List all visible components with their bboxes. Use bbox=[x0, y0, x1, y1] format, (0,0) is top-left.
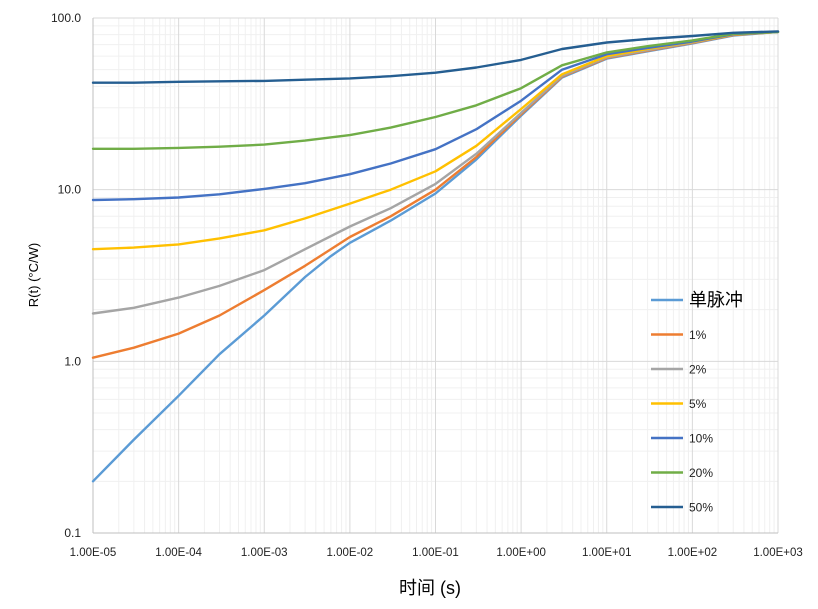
series-line-4 bbox=[91, 30, 780, 202]
x-tick-label: 1.00E-04 bbox=[155, 547, 202, 559]
x-tick-label: 1.00E+03 bbox=[753, 547, 803, 559]
legend-label-6: 50% bbox=[689, 501, 713, 515]
y-tick-label: 100.0 bbox=[51, 11, 81, 25]
x-tick-label: 1.00E-03 bbox=[241, 547, 288, 559]
y-tick-label: 10.0 bbox=[58, 183, 82, 197]
legend-label-1: 1% bbox=[689, 328, 707, 342]
x-tick-label: 1.00E+01 bbox=[582, 547, 632, 559]
y-axis-title: R(t) (°C/W) bbox=[26, 243, 41, 307]
y-tick-label: 1.0 bbox=[64, 354, 81, 368]
x-tick-label: 1.00E-05 bbox=[70, 547, 117, 559]
x-tick-label: 1.00E-02 bbox=[327, 547, 374, 559]
series-line-6 bbox=[91, 30, 780, 84]
legend-label-5: 20% bbox=[689, 466, 713, 480]
x-axis-title: 时间 (s) bbox=[399, 578, 461, 598]
legend-label-4: 10% bbox=[689, 432, 713, 446]
legend-label-2: 2% bbox=[689, 363, 707, 377]
x-tick-label: 1.00E+00 bbox=[496, 547, 546, 559]
x-tick-label: 1.00E-01 bbox=[412, 547, 459, 559]
x-tick-label: 1.00E+02 bbox=[668, 547, 718, 559]
legend-label-3: 5% bbox=[689, 397, 707, 411]
y-tick-label: 0.1 bbox=[64, 526, 81, 540]
legend-label-0: 单脉冲 bbox=[689, 290, 743, 310]
series-line-5 bbox=[91, 30, 780, 150]
